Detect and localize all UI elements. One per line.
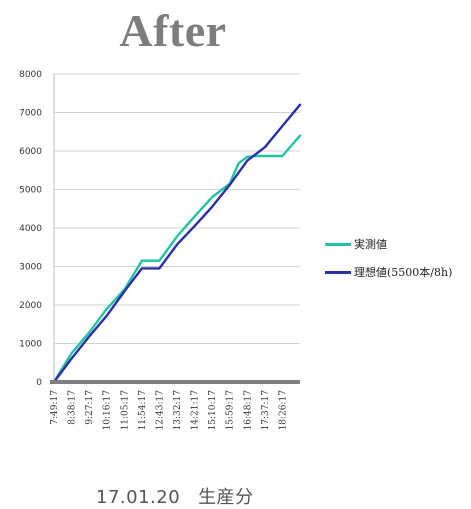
gridlines <box>54 73 300 344</box>
x-tick-label: 17:37:17 <box>261 390 271 431</box>
axes <box>50 74 300 384</box>
x-tick-labels: 7:49:17 8:38:17 9:27:17 10:16:17 11:05:17 11:… <box>50 390 288 431</box>
caption: 17.01.20 生産分 <box>96 483 272 509</box>
legend-item-actual: 実測値 <box>325 230 452 258</box>
series-line-1 <box>52 103 302 384</box>
x-tick-label: 14:21:17 <box>191 390 201 431</box>
x-tick-label: 7:49:17 <box>50 390 60 425</box>
x-tick-label: 9:27:17 <box>85 390 95 425</box>
series-lines <box>52 103 302 384</box>
legend-item-ideal: 理想値(5500本/8h) <box>325 258 452 286</box>
y-tick-label: 0 <box>36 378 42 388</box>
x-tick-label: 11:54:17 <box>138 390 148 431</box>
y-tick-label: 4000 <box>19 224 42 234</box>
series-line-0 <box>52 134 302 384</box>
y-tick-label: 5000 <box>19 186 42 196</box>
y-tick-label: 6000 <box>19 147 42 157</box>
x-tick-label: 15:10:17 <box>208 390 218 431</box>
x-tick-label: 15:59:17 <box>226 390 236 431</box>
x-tick-label: 8:38:17 <box>68 390 78 425</box>
legend-swatch-actual <box>325 242 351 246</box>
y-tick-label: 7000 <box>19 109 42 119</box>
caption-date: 17.01.20 <box>96 487 181 508</box>
legend-label-actual: 実測値 <box>354 238 387 251</box>
x-tick-label: 18:26:17 <box>278 390 288 431</box>
y-tick-label: 1000 <box>19 340 42 350</box>
y-tick-labels: 0 1000 2000 3000 4000 5000 6000 7000 8000 <box>19 70 42 388</box>
y-tick-label: 3000 <box>19 263 42 273</box>
legend-label-ideal: 理想値(5500本/8h) <box>354 266 453 279</box>
y-tick-label: 8000 <box>19 70 42 80</box>
x-tick-label: 10:16:17 <box>103 390 113 431</box>
legend: 実測値 理想値(5500本/8h) <box>325 230 452 286</box>
caption-text: 生産分 <box>198 487 254 508</box>
legend-swatch-ideal <box>325 270 351 274</box>
y-tick-label: 2000 <box>19 301 42 311</box>
x-tick-label: 13:32:17 <box>173 390 183 431</box>
chart-title: After <box>119 5 227 56</box>
x-tick-label: 11:05:17 <box>120 390 130 431</box>
x-tick-label: 16:48:17 <box>243 390 253 431</box>
x-tick-label: 12:43:17 <box>155 390 165 431</box>
